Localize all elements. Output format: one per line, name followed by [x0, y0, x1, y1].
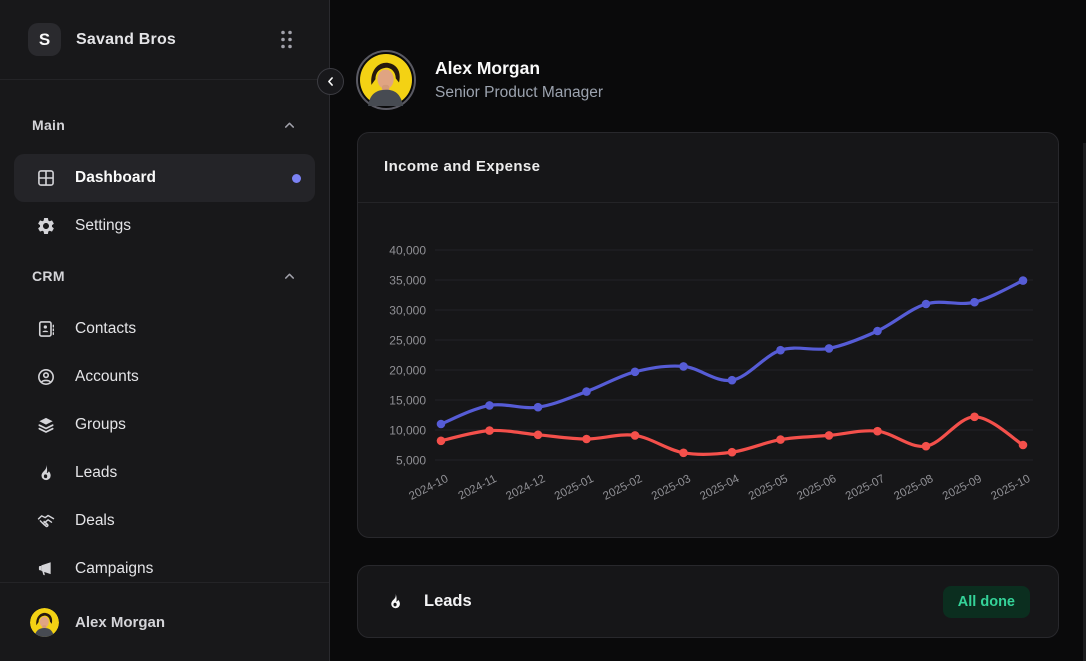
sidebar-item-label: Settings	[75, 217, 132, 234]
leads-card[interactable]: Leads All done	[357, 565, 1059, 638]
sidebar-item-label: Accounts	[75, 368, 139, 385]
flame-icon	[36, 463, 56, 483]
svg-text:2025-07: 2025-07	[844, 473, 887, 503]
section-label: CRM	[32, 268, 65, 284]
svg-text:5,000: 5,000	[396, 454, 426, 468]
contact-card-icon	[36, 319, 56, 339]
chevron-left-icon	[324, 75, 337, 88]
sidebar: S Savand Bros Main Dash	[0, 0, 330, 661]
svg-text:40,000: 40,000	[389, 244, 426, 258]
svg-text:10,000: 10,000	[389, 424, 426, 438]
svg-text:35,000: 35,000	[389, 274, 426, 288]
svg-text:2024-11: 2024-11	[457, 473, 499, 502]
svg-text:2025-06: 2025-06	[795, 473, 838, 503]
sidebar-item-label: Contacts	[75, 320, 137, 337]
avatar	[30, 607, 59, 637]
svg-text:25,000: 25,000	[389, 334, 426, 348]
handshake-icon	[36, 511, 56, 531]
avatar	[356, 50, 416, 110]
sidebar-header: S Savand Bros	[0, 0, 329, 80]
income-expense-card: Income and Expense 40,000 35,000 30,000 25,…	[357, 132, 1059, 538]
profile-name: Alex Morgan	[435, 58, 541, 78]
sidebar-item-label: Groups	[75, 416, 126, 433]
svg-text:2025-01: 2025-01	[553, 473, 596, 503]
flame-icon	[386, 591, 405, 612]
active-indicator-dot	[292, 173, 301, 183]
dashboard-icon	[36, 168, 56, 188]
user-circle-icon	[36, 367, 56, 387]
svg-text:2025-02: 2025-02	[601, 473, 644, 503]
layers-icon	[36, 415, 56, 435]
sidebar-item-settings[interactable]: Settings	[14, 202, 315, 250]
chevron-up-icon	[282, 118, 297, 133]
chevron-up-icon	[282, 269, 297, 284]
svg-text:2025-05: 2025-05	[747, 473, 790, 503]
sidebar-item-deals[interactable]: Deals	[14, 497, 315, 545]
sidebar-item-label: Leads	[75, 464, 118, 481]
profile-role: Senior Product Manager	[435, 84, 604, 101]
sidebar-item-accounts[interactable]: Accounts	[14, 353, 315, 401]
svg-text:15,000: 15,000	[389, 394, 426, 408]
section-header-main[interactable]: Main	[14, 108, 315, 142]
svg-text:20,000: 20,000	[389, 364, 426, 378]
svg-text:2024-12: 2024-12	[504, 473, 547, 503]
gear-icon	[36, 216, 56, 236]
svg-text:30,000: 30,000	[389, 304, 426, 318]
grid-handle-icon[interactable]	[278, 29, 295, 50]
sidebar-user-row[interactable]: Alex Morgan	[0, 582, 329, 661]
svg-text:2025-09: 2025-09	[941, 473, 984, 503]
sidebar-item-groups[interactable]: Groups	[14, 401, 315, 449]
sidebar-user-name: Alex Morgan	[75, 613, 166, 631]
svg-text:2025-03: 2025-03	[650, 473, 693, 503]
sidebar-item-dashboard[interactable]: Dashboard	[14, 154, 315, 202]
svg-text:2025-10: 2025-10	[989, 473, 1032, 503]
sidebar-item-leads[interactable]: Leads	[14, 449, 315, 497]
leads-card-title: Leads	[424, 592, 472, 610]
section-label: Main	[32, 117, 66, 133]
svg-text:2025-04: 2025-04	[698, 473, 742, 503]
brand-logo: S	[28, 23, 61, 56]
profile-header[interactable]: Alex Morgan Senior Product Manager	[356, 50, 603, 110]
brand-logo-letter: S	[38, 29, 51, 49]
svg-text:2025-08: 2025-08	[892, 473, 935, 503]
megaphone-icon	[36, 559, 56, 579]
sidebar-item-contacts[interactable]: Contacts	[14, 305, 315, 353]
sidebar-item-label: Dashboard	[75, 169, 156, 186]
sidebar-item-label: Deals	[75, 512, 115, 529]
sidebar-item-label: Campaigns	[75, 560, 154, 577]
status-badge: All done	[942, 585, 1030, 618]
chart-title: Income and Expense	[384, 158, 541, 175]
scrollbar[interactable]	[1083, 143, 1086, 661]
sidebar-collapse-button[interactable]	[317, 68, 344, 95]
section-header-crm[interactable]: CRM	[14, 259, 315, 293]
brand-name: Savand Bros	[76, 30, 177, 48]
sidebar-nav: Main Dashboard Settings CRM	[0, 80, 329, 593]
sidebar-item-campaigns[interactable]: Campaigns	[14, 545, 315, 593]
income-expense-chart[interactable]: 40,000 35,000 30,000 25,000 20,000 15,000 10,0…	[358, 203, 1060, 513]
svg-text:2024-10: 2024-10	[407, 473, 450, 503]
chart-card-header: Income and Expense	[358, 133, 1058, 203]
main-content: Alex Morgan Senior Product Manager Incom…	[330, 0, 1086, 661]
